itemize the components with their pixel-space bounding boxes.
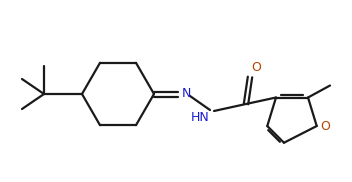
Text: HN: HN xyxy=(190,111,209,124)
Text: O: O xyxy=(251,61,261,74)
Text: O: O xyxy=(321,120,331,132)
Text: N: N xyxy=(182,86,191,100)
